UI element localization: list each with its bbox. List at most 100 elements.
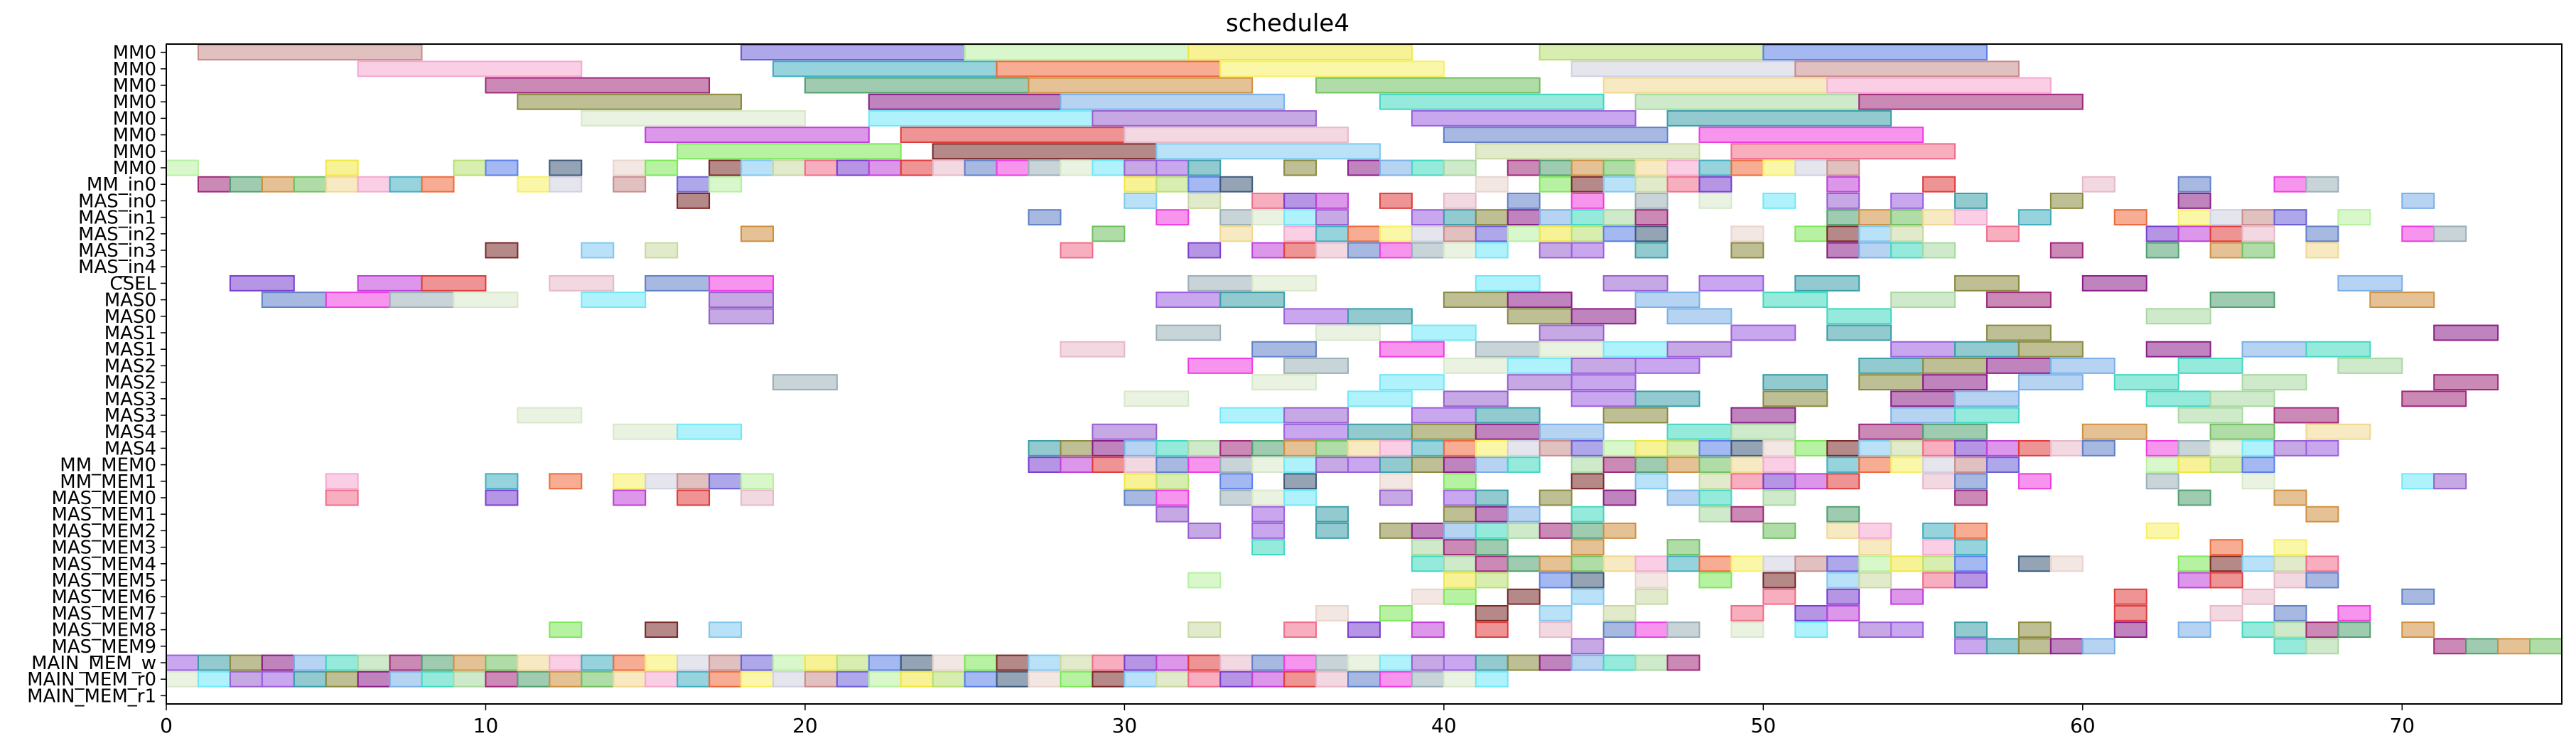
task-bar xyxy=(1028,77,1254,94)
task-bar xyxy=(1666,555,1701,572)
task-bar xyxy=(2049,555,2084,572)
task-bar xyxy=(1155,159,1190,176)
task-bar xyxy=(2465,638,2499,655)
task-bar xyxy=(1762,192,1796,209)
task-bar xyxy=(1826,604,1860,621)
task-bar xyxy=(1858,209,1892,226)
task-bar xyxy=(1634,176,1669,193)
task-bar xyxy=(1028,654,1062,671)
task-bar xyxy=(1985,638,2020,655)
task-bar xyxy=(1283,654,1317,671)
task-bar xyxy=(1347,225,1381,242)
task-bar xyxy=(1826,209,1860,226)
task-bar xyxy=(2177,555,2211,572)
task-bar xyxy=(677,423,743,440)
task-bar xyxy=(645,242,679,259)
task-bar xyxy=(581,110,806,127)
task-bar xyxy=(645,671,679,688)
x-tick-label: 0 xyxy=(160,714,173,737)
task-bar xyxy=(325,654,359,671)
task-bar xyxy=(1187,522,1222,539)
task-bar xyxy=(2241,374,2307,391)
task-bar xyxy=(1826,324,1892,341)
task-bar xyxy=(2209,439,2243,456)
task-bar xyxy=(2241,456,2275,474)
task-bar xyxy=(1890,439,1924,456)
task-bar xyxy=(740,489,774,506)
task-bar xyxy=(1315,242,1349,259)
task-bar xyxy=(2305,225,2339,242)
task-bar xyxy=(1379,522,1413,539)
task-bar xyxy=(229,671,263,688)
task-bar xyxy=(932,159,966,176)
task-bar xyxy=(677,143,902,160)
task-bar xyxy=(1826,159,1860,176)
task-bar xyxy=(1794,555,1828,572)
task-bar xyxy=(1187,456,1222,474)
task-bar xyxy=(1890,242,1924,259)
task-bar xyxy=(2177,192,2211,209)
task-bar xyxy=(1443,489,1477,506)
task-bar xyxy=(1123,176,1158,193)
task-bar xyxy=(1443,456,1477,474)
task-bar xyxy=(2241,621,2275,639)
task-bar xyxy=(1570,308,1637,325)
task-bar xyxy=(1698,506,1732,523)
x-tick-label: 70 xyxy=(2389,714,2415,737)
task-bar xyxy=(964,671,998,688)
task-bar xyxy=(2017,555,2052,572)
task-bar xyxy=(2209,292,2275,309)
task-bar xyxy=(1411,324,1477,341)
task-bar xyxy=(1602,456,1637,474)
task-bar xyxy=(1954,489,1988,506)
task-bar xyxy=(2305,439,2339,456)
task-bar xyxy=(1411,423,1477,440)
task-bar xyxy=(1890,456,1924,474)
task-bar xyxy=(1826,225,1860,242)
task-bar xyxy=(1858,456,1892,474)
task-bar xyxy=(1155,506,1190,523)
task-bar xyxy=(868,671,902,688)
y-tick-label: MM0 xyxy=(113,75,156,97)
task-bar xyxy=(1443,127,1669,144)
task-bar xyxy=(1155,671,1190,688)
task-bar xyxy=(1187,274,1254,292)
task-bar xyxy=(517,176,551,193)
task-bar xyxy=(932,654,966,671)
task-bar xyxy=(1954,555,1988,572)
y-tick-label: MAS4 xyxy=(104,422,156,443)
task-bar xyxy=(1411,588,1445,605)
task-bar xyxy=(1922,456,1956,474)
task-bar xyxy=(996,60,1222,78)
task-bar xyxy=(1698,489,1732,506)
task-bar xyxy=(772,159,806,176)
task-bar xyxy=(2049,357,2116,374)
task-bar xyxy=(1954,456,1988,474)
y-tick-label: MAS2 xyxy=(104,373,156,394)
task-bar xyxy=(932,671,966,688)
task-bar xyxy=(1411,407,1477,424)
task-bar xyxy=(1698,127,1924,144)
task-bar xyxy=(2273,572,2307,589)
task-bar xyxy=(1443,522,1477,539)
task-bar xyxy=(2337,357,2403,374)
task-bar xyxy=(1475,176,1509,193)
task-bar xyxy=(2177,357,2243,374)
y-tick-label: MAS3 xyxy=(104,405,156,427)
y-tick-label: MM0 xyxy=(113,59,156,80)
y-tick-label: MAS_MEM0 xyxy=(51,488,156,509)
task-bar xyxy=(1092,654,1126,671)
task-bar xyxy=(1922,522,1956,539)
task-bar xyxy=(1187,357,1254,374)
task-bar xyxy=(2209,423,2275,440)
task-bar xyxy=(996,671,1030,688)
task-bar xyxy=(1634,357,1701,374)
task-bar xyxy=(836,654,870,671)
task-bar xyxy=(1123,439,1158,456)
y-tick-label: MAS_MEM4 xyxy=(51,554,156,575)
task-bar xyxy=(1985,324,2052,341)
task-bar xyxy=(1570,390,1637,407)
task-bar xyxy=(1858,242,1892,259)
task-bar xyxy=(293,654,327,671)
task-bar xyxy=(1219,225,1254,242)
